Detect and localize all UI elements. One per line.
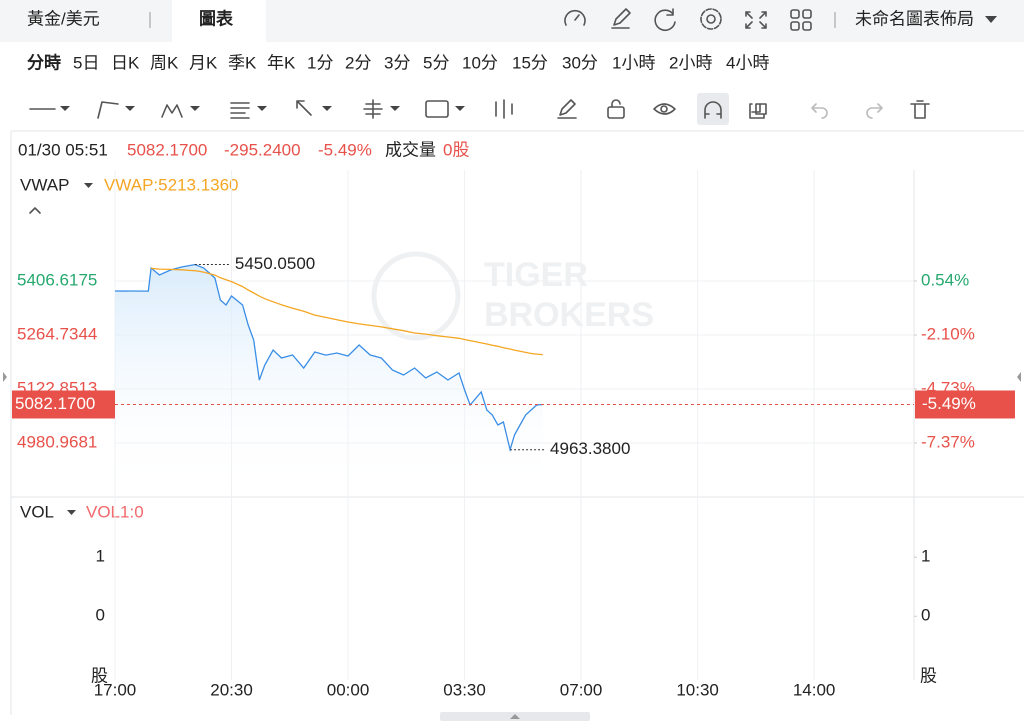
period-bar: 分時 5日 日K 周K 月K 季K 年K 1分 2分 3分 5分 10分 15分 30分 1小時 2小時 4小時 xyxy=(27,52,769,72)
y-tick-label: 0 xyxy=(96,606,105,625)
price-line xyxy=(114,263,543,453)
period-option[interactable]: 1分 xyxy=(307,53,333,72)
x-tick-label: 07:00 xyxy=(560,680,603,699)
quote-change-pct: -5.49% xyxy=(318,140,372,159)
header-icons[interactable] xyxy=(564,8,812,31)
x-tick-label: 03:30 xyxy=(443,680,486,699)
volume-label: 成交量 xyxy=(385,140,436,159)
annotation-label: 4963.3800 xyxy=(550,439,630,458)
indicator-value: VWAP:5213.1360 xyxy=(104,175,239,194)
period-option[interactable]: 30分 xyxy=(562,53,598,72)
period-option[interactable]: 5分 xyxy=(423,53,449,72)
period-option[interactable]: 4小時 xyxy=(726,53,769,72)
period-option[interactable]: 日K xyxy=(111,53,140,72)
active-tab-bg xyxy=(172,0,266,42)
watermark-logo xyxy=(371,251,461,341)
scroll-arrow xyxy=(510,714,520,719)
dropdown-arrow xyxy=(84,183,93,188)
panel-border xyxy=(10,130,1024,715)
y2-tick-label: -7.37% xyxy=(921,432,975,451)
vwap-line xyxy=(151,267,543,356)
layout-menu[interactable]: 未命名圖表佈局 xyxy=(855,9,974,28)
x-tick-label: 20:30 xyxy=(210,680,253,699)
period-option[interactable]: 月K xyxy=(189,53,218,72)
watermark: TIGER xyxy=(484,256,588,294)
period-option[interactable]: 5日 xyxy=(73,53,99,72)
y2-tick-label: 0 xyxy=(921,606,930,625)
price-area xyxy=(115,264,543,497)
quote-volume: 0股 xyxy=(443,140,469,159)
last-price-box xyxy=(12,390,115,419)
drawing-toolbar[interactable] xyxy=(29,99,930,119)
chart-tab[interactable]: 圖表 xyxy=(199,8,234,28)
last-change-label: -5.49% xyxy=(922,394,976,413)
period-option[interactable]: 15分 xyxy=(512,53,548,72)
period-option[interactable]: 周K xyxy=(150,53,179,72)
x-tick-label: 17:00 xyxy=(94,680,137,699)
dropdown-arrow xyxy=(985,16,997,23)
period-option[interactable]: 分時 xyxy=(27,52,61,72)
quote-change: -295.2400 xyxy=(224,140,301,159)
y-tick-label: 4980.9681 xyxy=(17,432,97,451)
y-tick-label: 1 xyxy=(96,547,105,566)
watermark: BROKERS xyxy=(484,296,654,334)
quote-time: 01/30 05:51 xyxy=(18,140,108,159)
period-option[interactable]: 季K xyxy=(228,53,257,72)
volume-unit: 股 xyxy=(91,666,108,685)
y-tick-label: 5406.6175 xyxy=(17,270,97,289)
period-option[interactable]: 10分 xyxy=(462,53,498,72)
symbol[interactable]: 黃金/美元 xyxy=(27,9,100,28)
annotation-label: 5450.0500 xyxy=(235,254,315,273)
period-option[interactable]: 年K xyxy=(267,53,296,72)
header-bar xyxy=(0,0,1024,42)
indicator-name[interactable]: VOL xyxy=(20,502,54,521)
y2-tick-label: 1 xyxy=(921,547,930,566)
volume-unit: 股 xyxy=(920,666,937,685)
magnet-icon xyxy=(704,101,722,119)
x-tick-label: 14:00 xyxy=(793,680,836,699)
period-option[interactable]: 2分 xyxy=(345,53,371,72)
last-change-box xyxy=(915,390,1015,419)
quote-price: 5082.1700 xyxy=(127,140,207,159)
period-option[interactable]: 2小時 xyxy=(669,53,712,72)
y2-tick-label: -2.10% xyxy=(921,325,975,344)
y-tick-label: 5264.7344 xyxy=(17,324,97,343)
period-option[interactable]: 3分 xyxy=(384,53,410,72)
dropdown-arrow xyxy=(67,510,76,515)
period-option[interactable]: 1小時 xyxy=(612,53,655,72)
x-tick-label: 10:30 xyxy=(676,680,719,699)
magnet-active[interactable] xyxy=(697,93,729,125)
last-price-label: 5082.1700 xyxy=(15,394,95,413)
indicator-name[interactable]: VWAP xyxy=(20,175,69,194)
y2-tick-label: 0.54% xyxy=(921,270,969,289)
x-tick-label: 00:00 xyxy=(327,680,370,699)
collapse-chevron[interactable] xyxy=(29,207,41,214)
